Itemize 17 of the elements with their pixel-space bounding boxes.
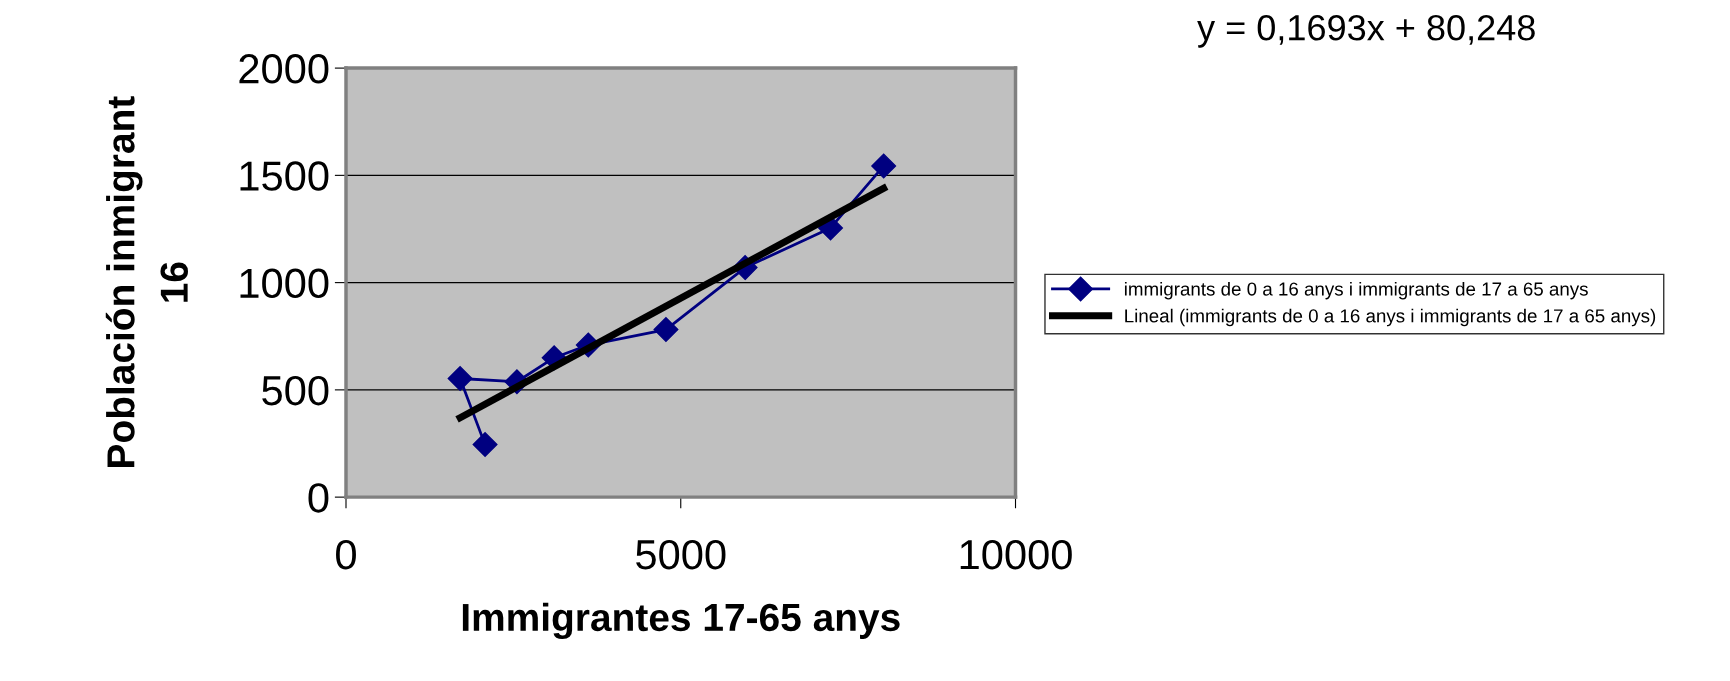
y-tick-label: 2000: [239, 54, 329, 84]
x-tick-label: 5000: [636, 539, 726, 570]
point: [447, 366, 473, 391]
point: [871, 153, 897, 179]
point: [472, 432, 498, 458]
x-tick-label: 10000: [960, 539, 1072, 570]
y-tick-label: 1000: [240, 268, 329, 299]
legend-label: Lineal (immigrants de 0 a 16 anys i immigrants de 17 a 65 anys): [1125, 308, 1656, 327]
text: y = 0,1693x + 80,248: [1197, 14, 1535, 48]
y-tick-label: 0: [308, 483, 329, 513]
legend-label: immigrants de 0 a 16 anys i immigrants de 17 a 65 anys: [1124, 281, 1588, 300]
y-axis-title: Población inmigrant 16: [105, 96, 188, 467]
y-tick-label: 500: [262, 375, 329, 406]
x-axis-title: Immigrantes 17-65 anys: [462, 602, 900, 640]
x-tick-label: 0: [336, 539, 356, 570]
point: [653, 317, 679, 343]
y-tick-label: 1500: [240, 161, 329, 191]
